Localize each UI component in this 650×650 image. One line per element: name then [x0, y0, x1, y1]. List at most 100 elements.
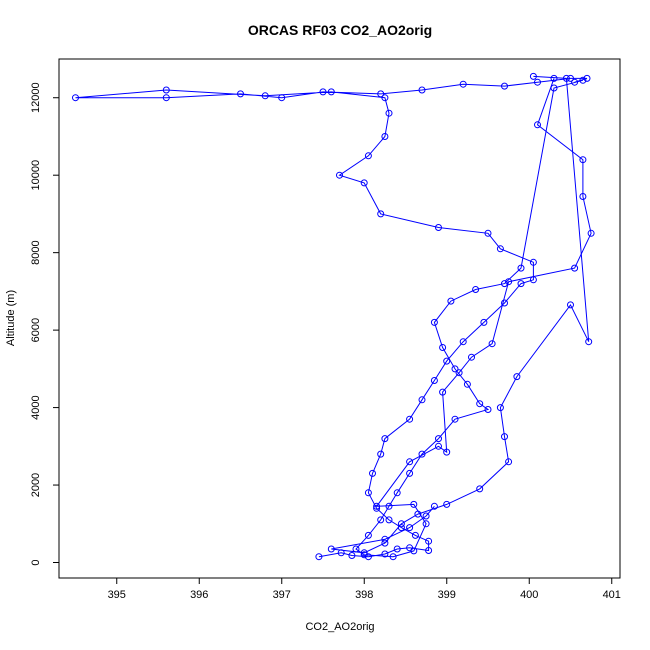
data-point: [381, 94, 389, 102]
data-point: [501, 280, 508, 288]
data-point: [484, 406, 492, 413]
x-tick-label: 398: [355, 589, 373, 601]
data-point: [406, 415, 414, 423]
series-line: [331, 75, 590, 554]
plot-border: [58, 58, 621, 579]
data-point: [381, 539, 389, 547]
x-axis-label: CO2_AO2orig: [305, 621, 374, 633]
data-point: [505, 458, 513, 466]
data-point: [364, 152, 372, 160]
data-point: [476, 485, 484, 493]
data-point: [435, 435, 442, 443]
data-point: [406, 469, 414, 477]
y-tick-label: 0: [30, 559, 42, 565]
x-tick-label: 401: [603, 589, 621, 601]
data-point: [583, 74, 591, 82]
data-point: [418, 450, 426, 458]
data-point: [579, 76, 587, 84]
data-point: [439, 344, 447, 351]
data-point: [534, 78, 541, 86]
data-point: [360, 549, 368, 557]
data-point: [385, 516, 393, 524]
data-point: [529, 258, 537, 266]
data-point: [319, 88, 327, 96]
data-point: [579, 193, 587, 200]
data-point: [443, 357, 451, 365]
data-point: [567, 74, 574, 82]
series-line: [355, 78, 592, 558]
y-tick-label: 2000: [30, 473, 42, 497]
data-point: [411, 531, 419, 539]
data-point: [381, 535, 389, 543]
series-group: [72, 72, 595, 561]
data-point: [435, 442, 442, 450]
data-point: [567, 301, 574, 309]
x-tick-label: 399: [438, 589, 456, 601]
plot-frame: [58, 58, 621, 579]
data-point: [369, 469, 376, 477]
data-point: [468, 353, 475, 361]
data-point: [377, 516, 385, 524]
data-point: [529, 72, 537, 80]
data-point: [393, 489, 401, 497]
data-point: [406, 524, 414, 532]
data-point: [381, 133, 389, 140]
data-point: [393, 545, 401, 553]
y-tick-label: 10000: [30, 160, 42, 191]
data-point: [261, 92, 269, 100]
x-tick-label: 400: [520, 589, 538, 601]
data-point: [364, 553, 372, 561]
x-tick-label: 396: [190, 589, 208, 601]
data-point: [327, 545, 335, 553]
data-point: [443, 448, 451, 456]
y-tick-label: 4000: [30, 395, 42, 419]
data-point: [501, 299, 508, 307]
series-line: [75, 77, 588, 558]
y-tick-label: 8000: [30, 240, 42, 264]
data-point: [377, 210, 385, 218]
chart-title: ORCAS RF03 CO2_AO2orig: [248, 22, 432, 38]
data-point: [484, 229, 492, 237]
data-point: [501, 82, 508, 90]
data-point: [430, 377, 438, 384]
data-point: [439, 388, 447, 396]
data-point: [278, 94, 286, 102]
data-point: [435, 224, 442, 231]
data-point: [579, 156, 587, 164]
data-point: [414, 510, 422, 518]
data-point: [364, 489, 372, 497]
data-point: [587, 229, 595, 237]
data-point: [425, 537, 433, 545]
data-point: [162, 86, 170, 94]
data-point: [496, 404, 504, 412]
data-point: [447, 297, 455, 305]
y-axis: 0 2000 4000 6000 8000 10000 12000: [30, 82, 60, 566]
data-point: [459, 338, 467, 346]
data-point: [72, 94, 79, 102]
data-point: [496, 245, 504, 253]
data-point: [348, 552, 356, 559]
data-point: [430, 318, 438, 326]
data-point: [422, 512, 430, 520]
data-point: [425, 547, 433, 554]
data-point: [505, 278, 513, 286]
data-point: [385, 109, 393, 117]
x-tick-label: 395: [108, 589, 126, 601]
y-tick-label: 12000: [30, 82, 42, 113]
data-point: [430, 502, 438, 510]
data-point: [488, 340, 496, 348]
data-point: [443, 500, 451, 508]
data-point: [585, 338, 593, 346]
data-point: [336, 171, 343, 179]
data-point: [377, 450, 385, 458]
x-tick-label: 397: [273, 589, 291, 601]
data-point: [476, 400, 484, 408]
data-point: [517, 264, 525, 272]
data-point: [534, 121, 541, 129]
data-point: [373, 502, 381, 510]
data-point: [422, 520, 430, 528]
data-point: [571, 264, 579, 272]
data-point: [451, 415, 459, 423]
